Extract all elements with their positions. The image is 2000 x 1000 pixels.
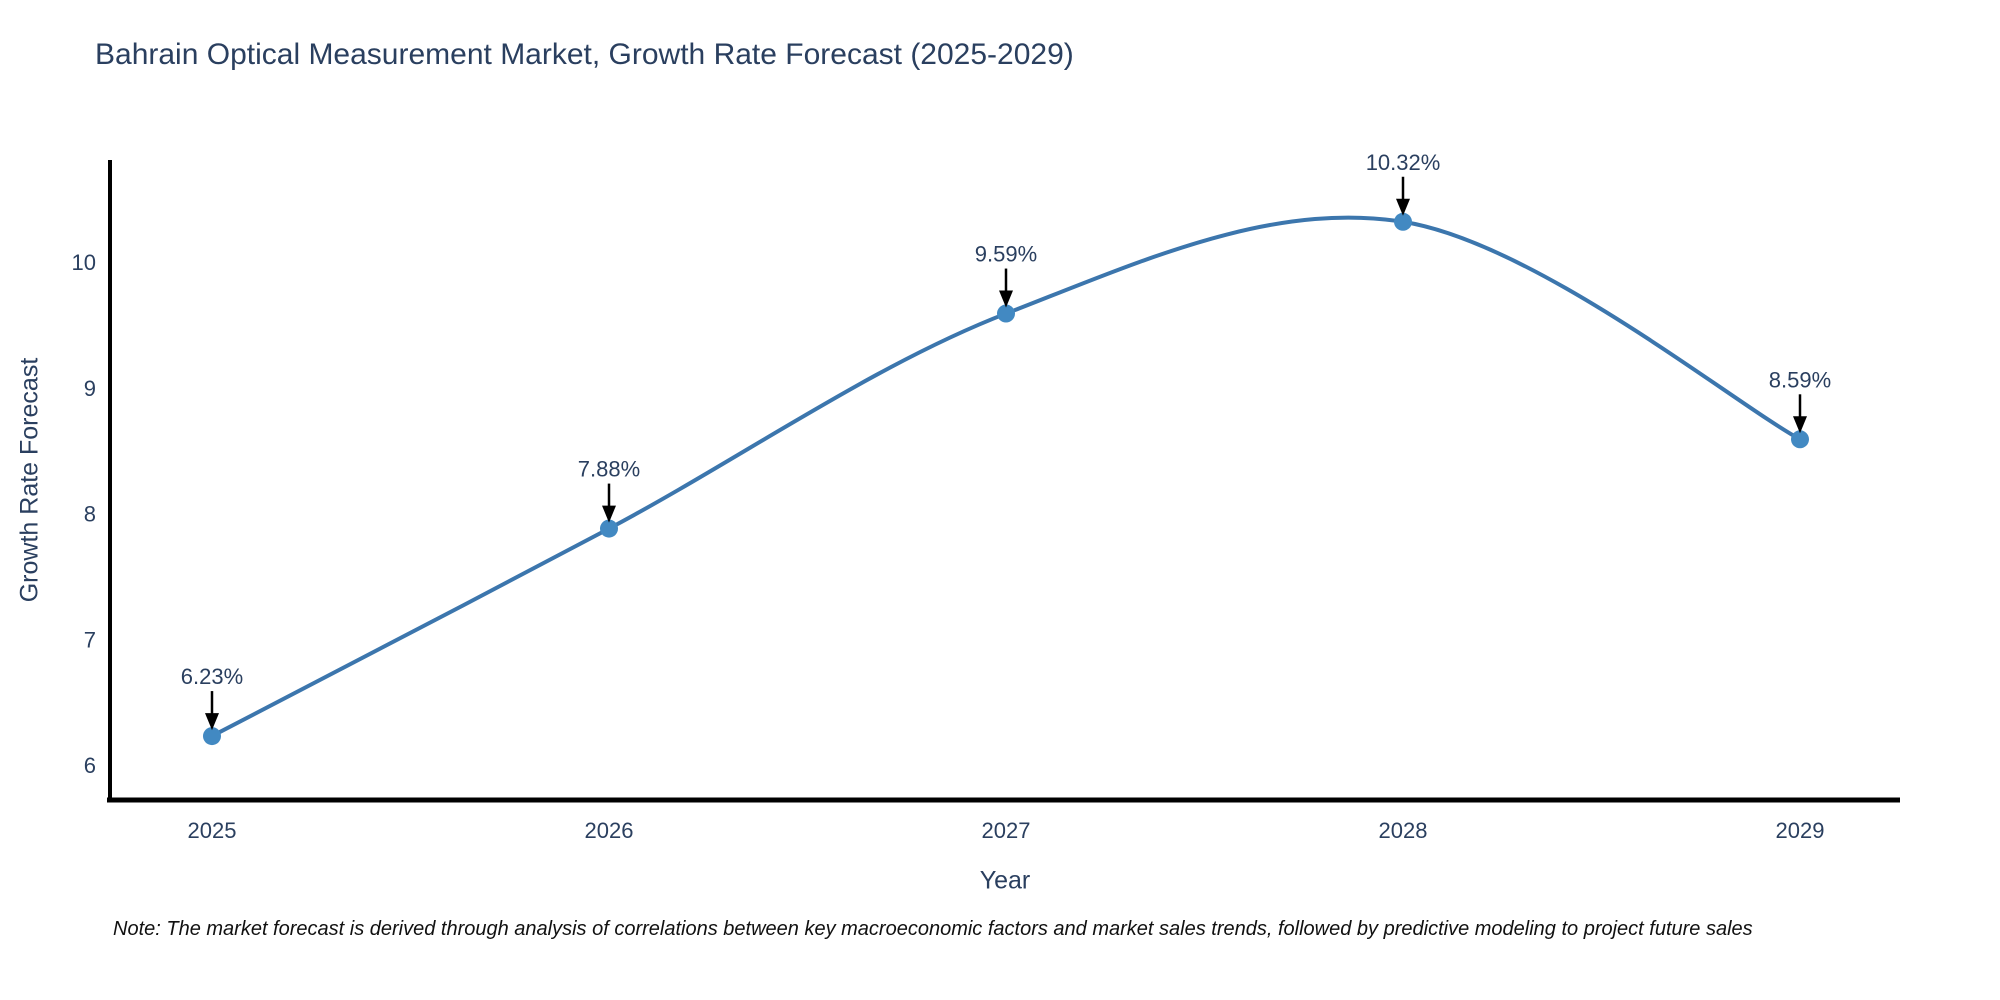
annotation-arrowhead — [1793, 416, 1807, 434]
x-tick-label: 2029 — [1776, 818, 1825, 843]
annotation-label: 7.88% — [578, 457, 640, 482]
footnote: Note: The market forecast is derived thr… — [113, 918, 1753, 940]
x-tick-label: 2028 — [1379, 818, 1428, 843]
data-point-marker — [203, 727, 221, 746]
x-tick-label: 2027 — [982, 818, 1031, 843]
y-tick-label: 7 — [84, 627, 96, 652]
y-axis-title: Growth Rate Forecast — [15, 357, 44, 603]
data-point-marker — [997, 304, 1015, 323]
y-tick-label: 10 — [72, 250, 96, 275]
x-axis-title: Year — [979, 866, 1031, 895]
annotation-label: 10.32% — [1366, 150, 1441, 175]
annotation-arrowhead — [602, 505, 616, 523]
data-point-marker — [1394, 212, 1412, 231]
x-tick-label: 2026 — [585, 818, 634, 843]
annotation-arrowhead — [205, 713, 219, 731]
y-tick-label: 9 — [84, 376, 96, 401]
x-tick-label: 2025 — [188, 818, 237, 843]
annotation-arrowhead — [1396, 198, 1410, 216]
data-point-marker — [600, 519, 618, 538]
y-tick-label: 6 — [84, 753, 96, 778]
data-point-marker — [1791, 430, 1809, 449]
annotation-label: 8.59% — [1769, 367, 1831, 392]
annotation-arrowhead — [999, 290, 1013, 308]
y-tick-label: 8 — [84, 502, 96, 527]
chart-title: Bahrain Optical Measurement Market, Grow… — [95, 38, 1074, 71]
annotation-label: 9.59% — [975, 242, 1037, 267]
annotation-label: 6.23% — [181, 664, 243, 689]
